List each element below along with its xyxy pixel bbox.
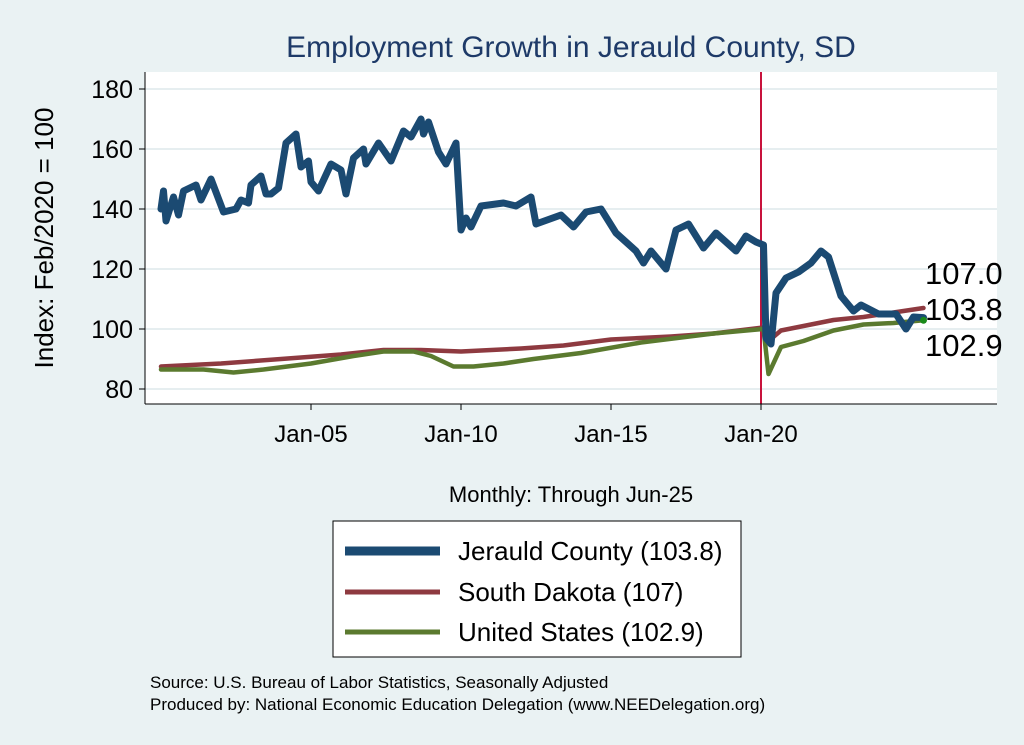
- y-tick-label: 100: [91, 316, 133, 344]
- y-tick-label: 140: [91, 196, 133, 224]
- legend-label: Jerauld County (103.8): [458, 536, 722, 566]
- produced-by-note: Produced by: National Economic Education…: [150, 695, 765, 714]
- series-line-1: [158, 305, 926, 369]
- y-axis-label: Index: Feb/2020 = 100: [29, 108, 59, 369]
- y-tick-label: 160: [91, 136, 133, 164]
- end-value-label: 103.8: [925, 292, 1003, 327]
- x-tick-label: Jan-10: [424, 421, 497, 448]
- series-line-0: [157, 115, 927, 348]
- x-axis-label: Monthly: Through Jun-25: [449, 482, 693, 507]
- x-tick-label: Jan-05: [274, 421, 347, 448]
- series-endpoint: [920, 316, 927, 324]
- end-value-label: 107.0: [925, 256, 1003, 291]
- y-tick-label: 80: [105, 376, 133, 404]
- series-line-2: [158, 318, 926, 377]
- x-tick-label: Jan-15: [574, 421, 647, 448]
- y-tick-label: 180: [91, 76, 133, 104]
- plot-area: [145, 72, 997, 404]
- end-value-label: 102.9: [925, 328, 1003, 363]
- legend-label: South Dakota (107): [458, 577, 683, 607]
- chart-title: Employment Growth in Jerauld County, SD: [286, 31, 856, 64]
- x-tick-label: Jan-20: [724, 421, 797, 448]
- legend: Jerauld County (103.8) South Dakota (107)…: [332, 520, 742, 658]
- source-note: Source: U.S. Bureau of Labor Statistics,…: [150, 673, 608, 692]
- y-tick-label: 120: [91, 256, 133, 284]
- legend-label: United States (102.9): [458, 617, 704, 647]
